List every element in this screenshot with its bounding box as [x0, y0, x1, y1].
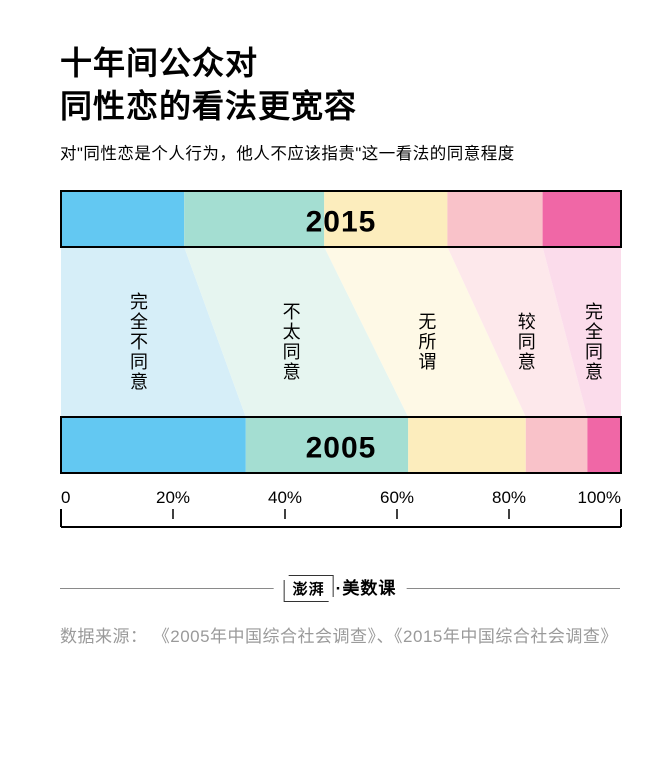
- category-label: 完全不同意: [128, 292, 148, 392]
- axis-tick-label: 40%: [268, 488, 302, 507]
- year-top: 2015: [306, 206, 377, 239]
- title-line2: 同性恋的看法更宽容: [60, 88, 357, 124]
- title-line1: 十年间公众对: [60, 45, 258, 81]
- category-label: 较同意: [516, 312, 536, 372]
- stacked-bar-chart: 2015 2005 完全不同意 不太同意 无所谓 较同意 完全同意 0 20% 40% 60% 80%…: [60, 190, 620, 530]
- top-seg: [447, 191, 542, 247]
- category-label: 完全同意: [583, 302, 603, 382]
- top-seg: [543, 191, 621, 247]
- data-source: 数据来源： 《2005年中国综合社会调查》、《2015年中国综合社会调查》: [60, 622, 620, 652]
- source-text: 《2005年中国综合社会调查》、《2015年中国综合社会调查》: [153, 627, 618, 646]
- brand-tag: ·美数课: [336, 574, 397, 599]
- top-seg: [61, 191, 184, 247]
- brand-box: 澎湃: [284, 575, 334, 602]
- footer-divider: 澎湃·美数课: [60, 572, 620, 604]
- axis-tick-label: 20%: [156, 488, 190, 507]
- bottom-seg: [408, 417, 526, 473]
- source-label: 数据来源：: [60, 627, 148, 646]
- axis-tick-label: 0: [61, 488, 70, 507]
- brand-badge: 澎湃·美数课: [274, 574, 407, 602]
- top-seg: [184, 191, 324, 247]
- axis-tick-label: 60%: [380, 488, 414, 507]
- bottom-seg: [587, 417, 621, 473]
- category-label: 不太同意: [281, 302, 301, 382]
- axis-tick-label: 80%: [492, 488, 526, 507]
- year-bottom: 2005: [306, 432, 377, 465]
- category-label: 无所谓: [416, 312, 436, 372]
- axis-tick-label: 100%: [578, 488, 621, 507]
- bottom-seg: [526, 417, 588, 473]
- chart-subtitle: 对"同性恋是个人行为，他人不应该指责"这一看法的同意程度: [60, 140, 620, 164]
- chart-title: 十年间公众对 同性恋的看法更宽容: [60, 42, 620, 128]
- bottom-seg: [61, 417, 246, 473]
